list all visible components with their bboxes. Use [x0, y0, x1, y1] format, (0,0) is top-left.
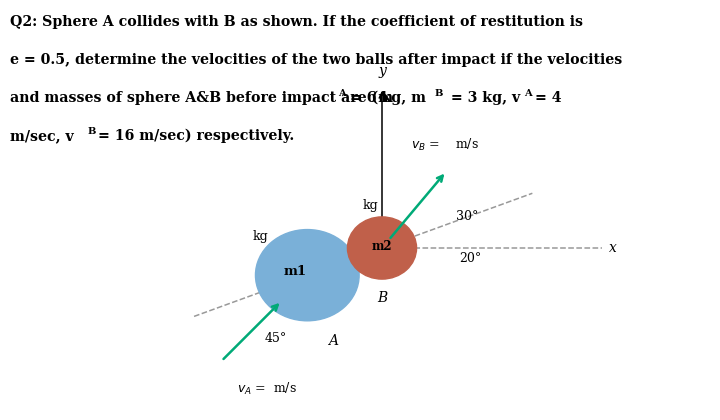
Text: kg: kg [362, 199, 378, 212]
Text: A: A [524, 89, 531, 98]
Text: = 3 kg, v: = 3 kg, v [446, 91, 520, 105]
Text: m2: m2 [372, 239, 392, 252]
Text: = 4: = 4 [535, 91, 562, 105]
Text: x: x [609, 241, 617, 255]
Ellipse shape [256, 230, 359, 321]
Text: m1: m1 [284, 265, 307, 278]
Text: $v_B$ =    m/s: $v_B$ = m/s [411, 137, 480, 153]
Text: 30°: 30° [456, 210, 478, 223]
Text: y: y [378, 64, 386, 78]
Text: 20°: 20° [459, 252, 481, 265]
Text: B: B [434, 89, 443, 98]
Text: = 16 m/sec) respectively.: = 16 m/sec) respectively. [99, 129, 294, 143]
Text: A: A [338, 89, 346, 98]
Text: B: B [377, 291, 387, 304]
Text: = 6 kg, m: = 6 kg, m [350, 91, 426, 105]
Text: e = 0.5, determine the velocities of the two balls after impact if the velocitie: e = 0.5, determine the velocities of the… [10, 53, 622, 67]
Text: Q2: Sphere A collides with B as shown. If the coefficient of restitution is: Q2: Sphere A collides with B as shown. I… [10, 15, 583, 29]
Text: and masses of sphere A&B before impact are (m: and masses of sphere A&B before impact a… [10, 91, 393, 105]
Text: B: B [88, 127, 96, 136]
Text: kg: kg [253, 230, 269, 243]
Text: $v_A$ =  m/s: $v_A$ = m/s [237, 381, 297, 397]
Text: 45°: 45° [265, 332, 287, 345]
Text: m/sec, v: m/sec, v [10, 129, 73, 143]
Ellipse shape [348, 217, 417, 279]
Text: A: A [328, 334, 338, 348]
